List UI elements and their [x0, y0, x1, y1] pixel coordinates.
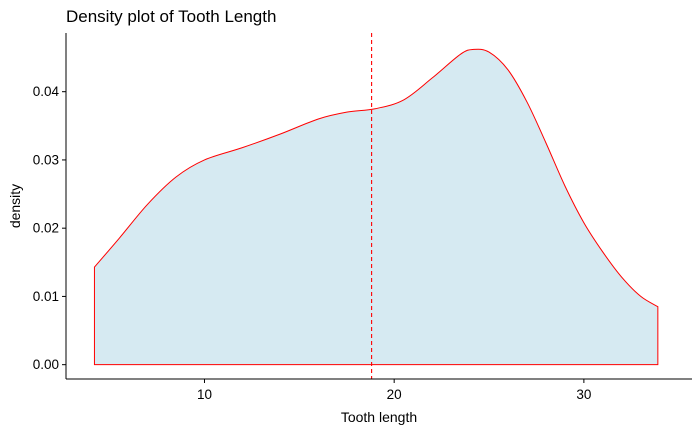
x-tick-label: 10	[197, 387, 212, 402]
y-tick-label: 0.00	[33, 357, 59, 372]
chart-title: Density plot of Tooth Length	[66, 7, 277, 26]
y-tick-label: 0.01	[33, 289, 59, 304]
x-axis-title: Tooth length	[341, 409, 417, 425]
y-axis-title: density	[7, 184, 23, 228]
y-tick-label: 0.03	[33, 152, 59, 167]
x-tick-label: 20	[387, 387, 402, 402]
y-tick-label: 0.04	[33, 84, 60, 99]
density-area-layer	[93, 48, 659, 366]
x-tick-label: 30	[576, 387, 591, 402]
axes-layer: 10 20 30 0.00 0.01 0.02 0.03 0.04	[33, 33, 692, 402]
density-area	[93, 48, 659, 366]
y-tick-label: 0.02	[33, 221, 59, 236]
